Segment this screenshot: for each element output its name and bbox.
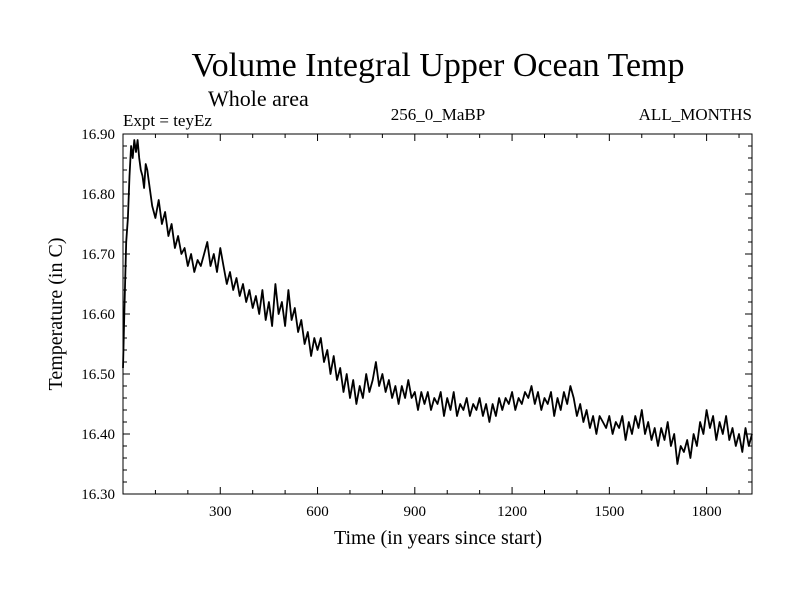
x-tick-label: 300: [209, 504, 232, 520]
x-tick-label: 600: [306, 504, 329, 520]
x-tick-label: 1200: [497, 504, 527, 520]
chart-subtitle: Whole area: [208, 86, 309, 111]
center-label: 256_0_MaBP: [391, 105, 485, 124]
series-line-temperature: [122, 139, 753, 465]
right-label: ALL_MONTHS: [639, 105, 752, 124]
x-tick-label: 1500: [594, 504, 624, 520]
y-tick-label: 16.50: [81, 367, 115, 383]
y-tick-label: 16.70: [81, 247, 115, 263]
y-axis: 16.30 16.40 16.50 16.60 16.70 16.80 16.90: [81, 127, 752, 503]
x-axis-label: Time (in years since start): [334, 527, 542, 549]
y-tick-label: 16.90: [81, 127, 115, 143]
chart-title: Volume Integral Upper Ocean Temp: [192, 47, 685, 84]
y-tick-label: 16.80: [81, 187, 115, 203]
y-axis-label: Temperature (in C): [45, 238, 67, 391]
x-tick-label: 900: [404, 504, 427, 520]
x-axis: 300 600 900 1200 1500 1800: [154, 134, 740, 520]
expt-label: Expt = teyEz: [123, 111, 212, 130]
y-tick-label: 16.40: [81, 427, 115, 443]
y-tick-label: 16.60: [81, 307, 115, 323]
y-tick-label: 16.30: [81, 487, 115, 503]
x-tick-label: 1800: [692, 504, 722, 520]
